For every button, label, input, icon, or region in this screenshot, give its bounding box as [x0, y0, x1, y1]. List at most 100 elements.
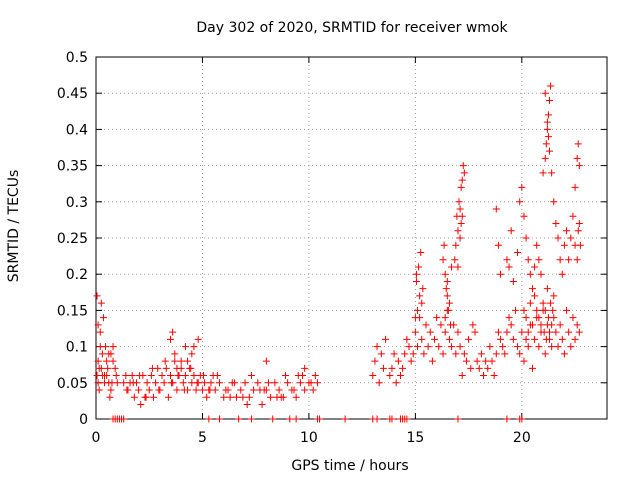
data-point — [193, 379, 201, 387]
data-point — [373, 343, 381, 351]
data-point — [560, 350, 568, 358]
data-point — [552, 220, 560, 228]
data-point — [174, 372, 182, 380]
data-point — [520, 212, 528, 220]
data-point — [499, 343, 507, 351]
data-point — [547, 299, 555, 307]
data-point — [382, 335, 390, 343]
data-point — [507, 227, 515, 235]
data-point — [412, 270, 420, 278]
data-point — [537, 321, 545, 329]
data-point — [480, 372, 488, 380]
data-point — [262, 357, 270, 365]
data-point — [390, 350, 398, 358]
grid — [96, 57, 607, 419]
y-tick-label: 0.2 — [66, 267, 88, 283]
data-point — [448, 263, 456, 271]
data-point — [571, 183, 579, 191]
data-point — [528, 321, 536, 329]
data-point — [267, 393, 275, 401]
data-point — [456, 234, 464, 242]
data-point — [403, 415, 411, 423]
data-point — [556, 321, 564, 329]
data-point — [528, 364, 536, 372]
x-tick-label: 5 — [198, 430, 207, 446]
data-point — [458, 212, 466, 220]
data-point — [247, 372, 255, 380]
data-point — [528, 285, 536, 293]
data-point — [501, 350, 509, 358]
data-point — [539, 169, 547, 177]
data-point — [235, 415, 243, 423]
data-point — [454, 227, 462, 235]
data-point — [516, 198, 524, 206]
data-point — [171, 350, 179, 358]
x-tick-label: 20 — [513, 430, 531, 446]
data-point — [241, 379, 249, 387]
data-point — [550, 292, 558, 300]
data-point — [373, 415, 381, 423]
data-point — [161, 357, 169, 365]
data-point — [455, 198, 463, 206]
data-point — [422, 321, 430, 329]
data-point — [548, 169, 556, 177]
data-point — [239, 393, 247, 401]
data-point — [98, 350, 106, 358]
data-point — [190, 372, 198, 380]
data-point — [573, 154, 581, 162]
data-point — [460, 169, 468, 177]
data-point — [403, 335, 411, 343]
data-point — [258, 401, 266, 409]
data-point — [155, 386, 163, 394]
data-point — [541, 89, 549, 97]
data-point — [198, 386, 206, 394]
data-point — [437, 321, 445, 329]
data-point — [148, 364, 156, 372]
data-point — [520, 357, 528, 365]
data-point — [511, 306, 519, 314]
data-point — [143, 379, 151, 387]
data-point — [171, 357, 179, 365]
data-point — [547, 82, 555, 90]
data-point — [565, 328, 573, 336]
data-point — [426, 328, 434, 336]
data-point — [96, 343, 104, 351]
data-point — [184, 357, 192, 365]
data-point — [414, 306, 422, 314]
data-point — [109, 357, 117, 365]
data-point — [509, 277, 517, 285]
data-point — [152, 379, 160, 387]
data-point — [168, 379, 176, 387]
data-point — [460, 350, 468, 358]
data-point — [488, 357, 496, 365]
data-point — [271, 379, 279, 387]
y-tick-label: 0 — [79, 412, 88, 428]
data-point — [106, 393, 114, 401]
data-point — [574, 227, 582, 235]
data-point — [454, 415, 462, 423]
data-point — [147, 372, 155, 380]
data-point — [560, 241, 568, 249]
data-point — [179, 379, 187, 387]
data-point — [392, 379, 400, 387]
data-point — [541, 306, 549, 314]
data-point — [411, 328, 419, 336]
data-point — [443, 277, 451, 285]
data-point — [136, 372, 144, 380]
data-point — [567, 343, 575, 351]
data-point — [409, 350, 417, 358]
data-point — [177, 357, 185, 365]
data-point — [462, 357, 470, 365]
data-point — [301, 364, 309, 372]
data-point — [454, 263, 462, 271]
data-point — [457, 183, 465, 191]
data-point — [301, 386, 309, 394]
data-point — [526, 299, 534, 307]
data-point — [448, 343, 456, 351]
data-point — [497, 335, 505, 343]
data-point — [492, 205, 500, 213]
data-point — [490, 372, 498, 380]
data-point — [558, 270, 566, 278]
data-point — [505, 263, 513, 271]
data-point — [313, 379, 321, 387]
